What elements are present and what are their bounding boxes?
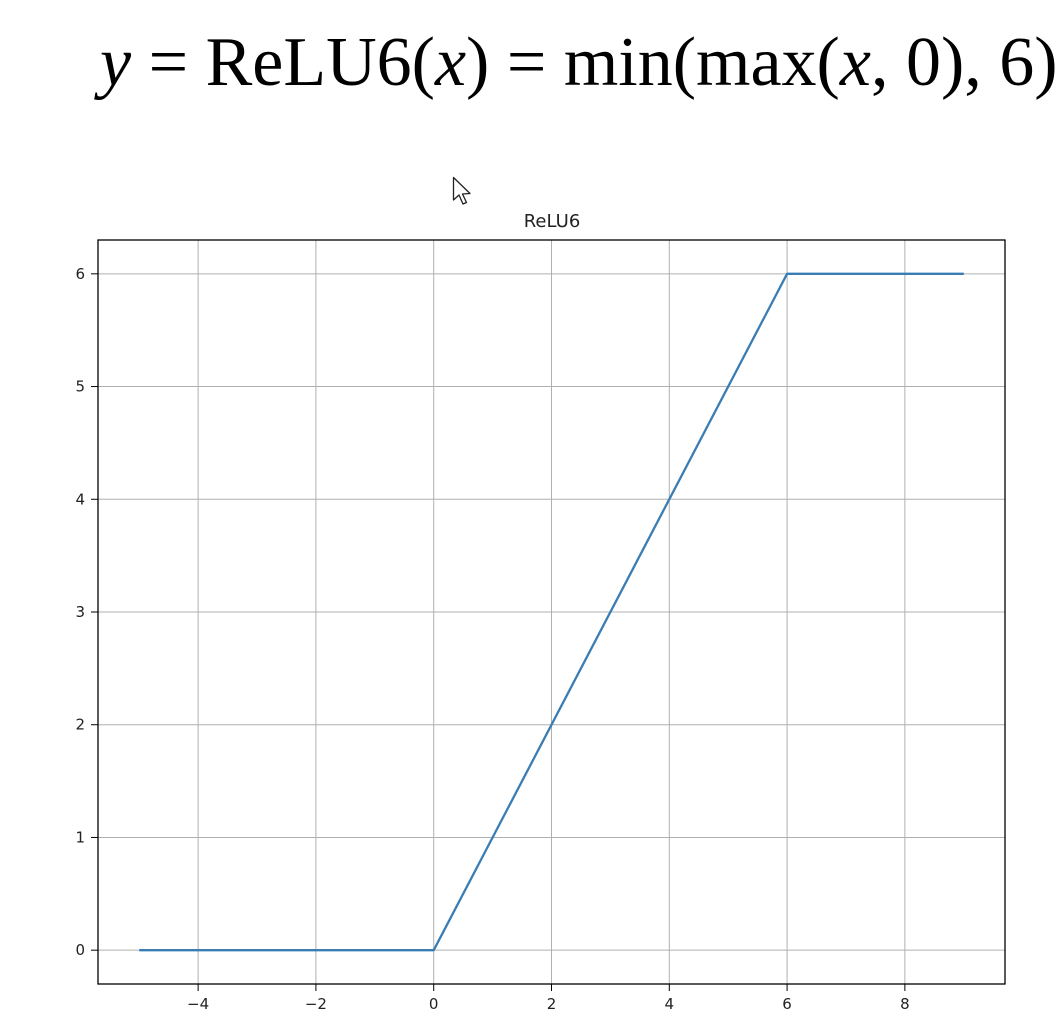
x-axis: −4 −2 0 2 4 6 8 [187, 984, 910, 1013]
formula-close-paren: ) [466, 24, 490, 101]
formula-rest: , 0), 6) [870, 24, 1058, 101]
x-tick-label: 6 [782, 995, 792, 1013]
x-tick-label: 2 [547, 995, 557, 1013]
y-tick-label: 0 [75, 941, 85, 959]
y-tick-label: 5 [75, 378, 85, 396]
formula-y: y [100, 24, 132, 101]
y-axis: 0 1 2 3 4 5 6 [75, 265, 98, 959]
grid [98, 240, 1005, 984]
mouse-pointer-icon [452, 176, 471, 205]
y-tick-label: 2 [75, 716, 85, 734]
x-tick-label: 0 [429, 995, 439, 1013]
x-tick-label: 8 [900, 995, 910, 1013]
formula-x-2: x [839, 24, 871, 101]
y-tick-label: 3 [75, 603, 85, 621]
formula-equals-2: = [506, 24, 547, 101]
formula-x-1: x [434, 24, 467, 101]
y-tick-label: 6 [75, 265, 85, 283]
x-tick-label: 4 [665, 995, 675, 1013]
chart-title: ReLU6 [524, 211, 581, 232]
formula-relu6-call: ReLU6( [205, 24, 435, 101]
y-tick-label: 1 [75, 828, 85, 846]
series-layer [139, 272, 964, 952]
formula-min-max: min(max( [563, 24, 840, 101]
relu6-series-line [139, 272, 964, 952]
x-tick-label: −4 [187, 995, 209, 1013]
y-tick-label: 4 [75, 490, 85, 508]
x-tick-label: −2 [305, 995, 327, 1013]
formula-equals-1: = [148, 24, 189, 101]
formula: y = ReLU6(x) = min(max(x, 0), 6) [100, 28, 1058, 98]
